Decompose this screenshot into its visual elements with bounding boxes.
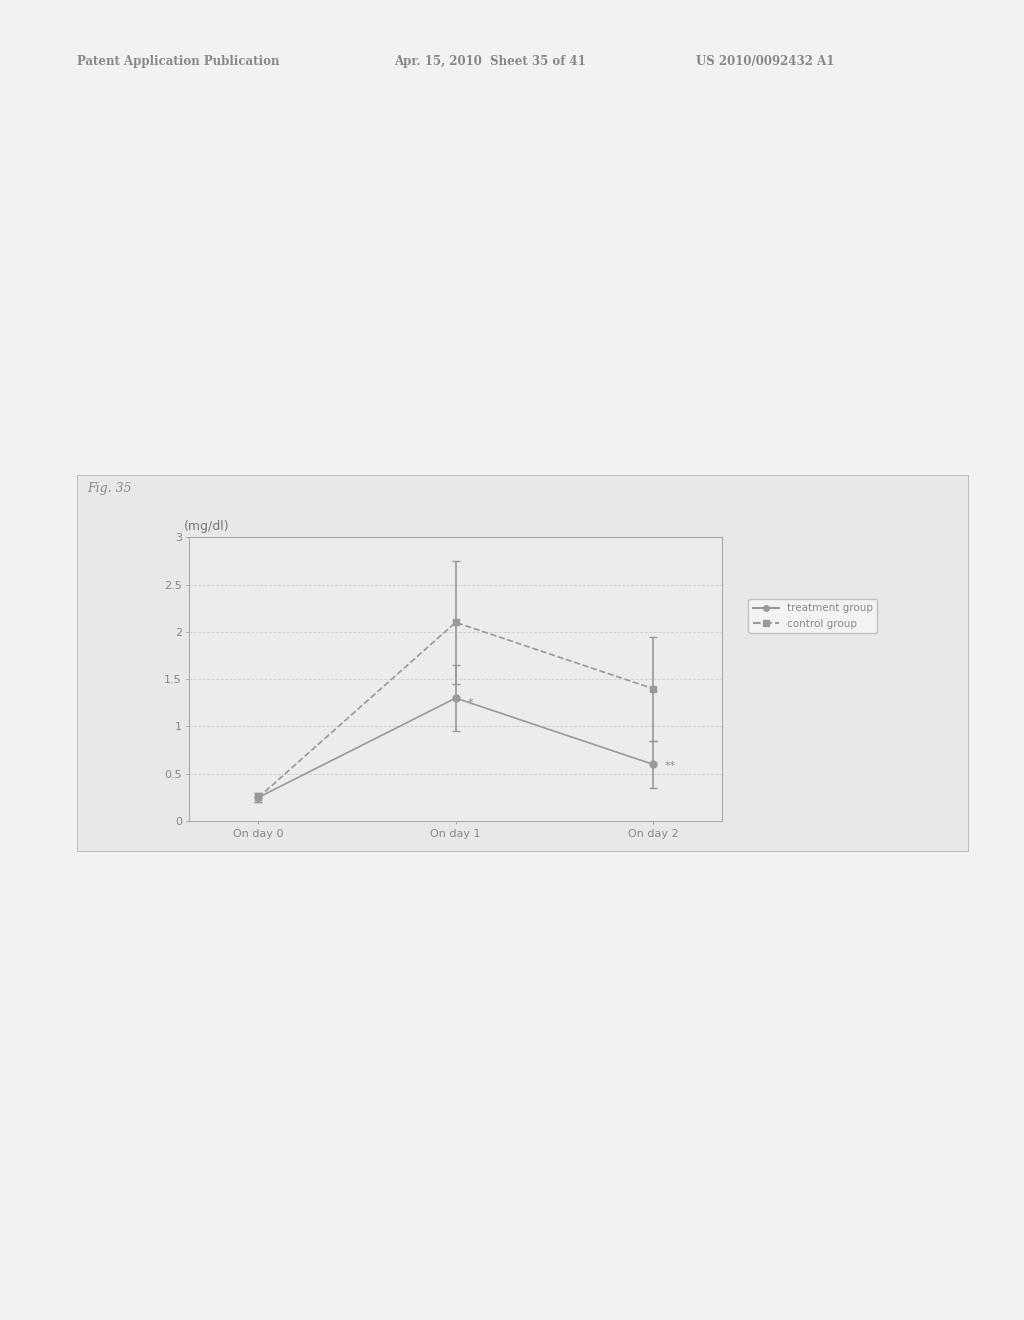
Text: *: * bbox=[468, 698, 473, 708]
Text: **: ** bbox=[665, 762, 676, 771]
Text: (mg/dl): (mg/dl) bbox=[183, 520, 229, 532]
Text: Fig. 35: Fig. 35 bbox=[87, 482, 132, 495]
Legend: treatment group, control group: treatment group, control group bbox=[749, 599, 878, 632]
Text: Patent Application Publication: Patent Application Publication bbox=[77, 55, 280, 69]
Text: Apr. 15, 2010  Sheet 35 of 41: Apr. 15, 2010 Sheet 35 of 41 bbox=[394, 55, 586, 69]
Text: US 2010/0092432 A1: US 2010/0092432 A1 bbox=[696, 55, 835, 69]
